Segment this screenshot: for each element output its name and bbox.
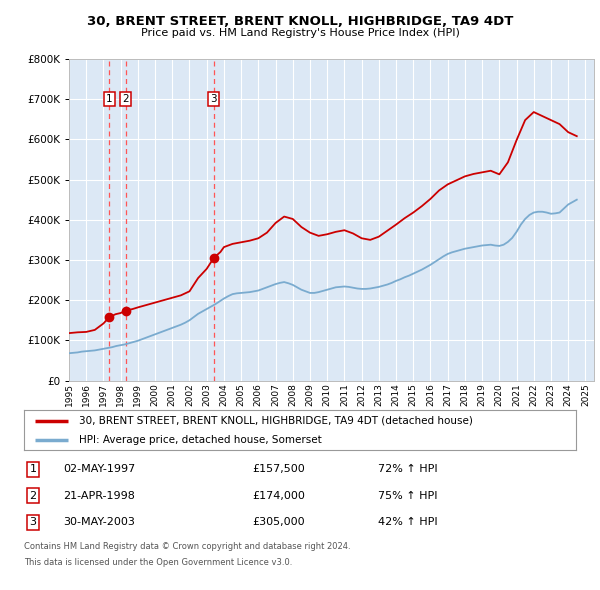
Text: 42% ↑ HPI: 42% ↑ HPI [378, 517, 437, 527]
Text: £157,500: £157,500 [252, 464, 305, 474]
Text: 30, BRENT STREET, BRENT KNOLL, HIGHBRIDGE, TA9 4DT: 30, BRENT STREET, BRENT KNOLL, HIGHBRIDG… [87, 15, 513, 28]
Text: 3: 3 [29, 517, 37, 527]
Text: 75% ↑ HPI: 75% ↑ HPI [378, 491, 437, 501]
Text: HPI: Average price, detached house, Somerset: HPI: Average price, detached house, Some… [79, 435, 322, 445]
Text: 2: 2 [29, 491, 37, 501]
Text: 30-MAY-2003: 30-MAY-2003 [63, 517, 135, 527]
Text: 1: 1 [29, 464, 37, 474]
Text: 2: 2 [122, 94, 129, 104]
Text: This data is licensed under the Open Government Licence v3.0.: This data is licensed under the Open Gov… [24, 558, 292, 567]
Text: 1: 1 [106, 94, 113, 104]
Text: £305,000: £305,000 [252, 517, 305, 527]
Text: 02-MAY-1997: 02-MAY-1997 [63, 464, 135, 474]
Text: 3: 3 [211, 94, 217, 104]
Text: Price paid vs. HM Land Registry's House Price Index (HPI): Price paid vs. HM Land Registry's House … [140, 28, 460, 38]
Text: 72% ↑ HPI: 72% ↑ HPI [378, 464, 437, 474]
Text: Contains HM Land Registry data © Crown copyright and database right 2024.: Contains HM Land Registry data © Crown c… [24, 542, 350, 550]
Text: 30, BRENT STREET, BRENT KNOLL, HIGHBRIDGE, TA9 4DT (detached house): 30, BRENT STREET, BRENT KNOLL, HIGHBRIDG… [79, 416, 473, 426]
Text: £174,000: £174,000 [252, 491, 305, 501]
Text: 21-APR-1998: 21-APR-1998 [63, 491, 135, 501]
